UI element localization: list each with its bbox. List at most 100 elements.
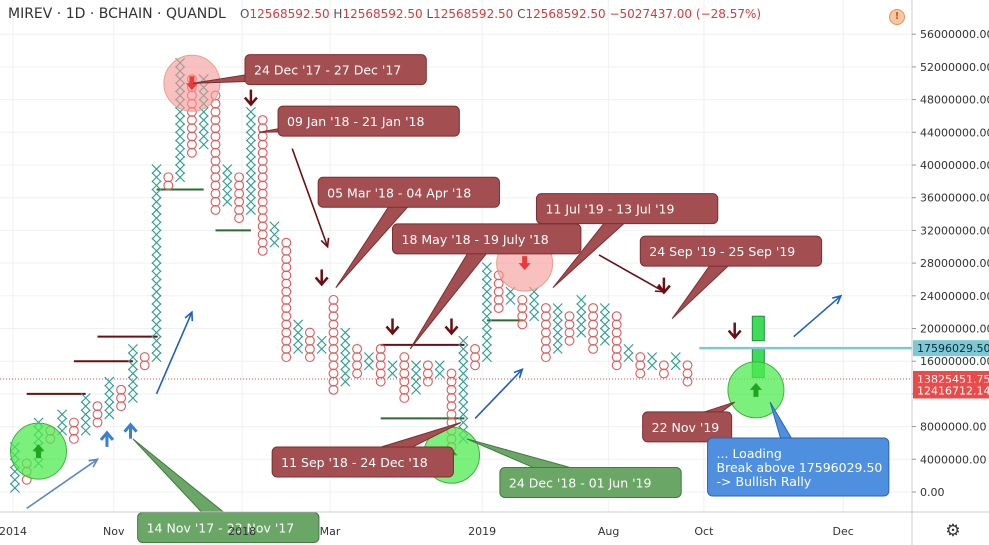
- x-box: [127, 392, 138, 403]
- exclamation-icon[interactable]: !: [889, 9, 905, 25]
- pnf-column: [210, 90, 221, 215]
- o-box: [281, 311, 292, 322]
- o-box: [611, 311, 622, 322]
- y-tick-label: 44000000.00: [920, 126, 989, 139]
- pnf-column: [552, 303, 563, 354]
- x-box: [151, 204, 162, 215]
- callout-text: 24 Dec '17 - 27 Dec '17: [254, 63, 401, 78]
- trend-arrow: [793, 294, 843, 338]
- o-box: [588, 343, 599, 354]
- x-box: [458, 343, 469, 354]
- x-box: [481, 286, 492, 297]
- o-box: [352, 343, 363, 354]
- o-box: [281, 352, 292, 363]
- x-box: [387, 368, 398, 379]
- x-box: [222, 180, 233, 191]
- x-box: [481, 335, 492, 346]
- ohlc-item: O12568592.50: [240, 7, 333, 21]
- pnf-column: [470, 343, 481, 371]
- x-box: [458, 409, 469, 420]
- arrow-down-icon: [518, 256, 531, 271]
- x-box: [80, 392, 91, 403]
- o-box: [234, 172, 245, 183]
- pnf-column: [352, 343, 363, 379]
- x-box: [104, 401, 115, 412]
- callouts: 24 Dec '17 - 27 Dec '17 09 Jan '18 - 21 J…: [132, 54, 890, 543]
- x-box: [245, 139, 256, 150]
- o-box: [446, 401, 457, 412]
- x-box: [269, 221, 280, 232]
- y-tick-label: 56000000.00: [920, 28, 989, 41]
- pnf-column: [564, 311, 575, 346]
- x-box: [293, 343, 304, 354]
- trend-arrow-shaft: [291, 148, 329, 248]
- x-box: [151, 311, 162, 322]
- pnf-column: [458, 335, 469, 444]
- o-box: [375, 376, 386, 387]
- pnf-column: [505, 286, 516, 305]
- trend-arrow: [155, 310, 194, 395]
- pnf-column: [529, 286, 540, 322]
- gear-icon[interactable]: ⚙: [945, 521, 961, 541]
- o-box: [92, 409, 103, 420]
- x-box: [198, 131, 209, 142]
- trend-arrow-shaft: [598, 254, 665, 293]
- callout-box: [642, 411, 733, 443]
- o-box: [210, 196, 221, 207]
- pnf-column: [517, 294, 528, 330]
- o-box: [304, 327, 315, 338]
- o-box: [446, 368, 457, 379]
- x-box: [481, 319, 492, 330]
- pnf-column: [387, 360, 398, 379]
- o-box: [635, 360, 646, 371]
- x-tick-label: 2018: [228, 525, 256, 538]
- o-box: [257, 131, 268, 142]
- o-box: [611, 319, 622, 330]
- y-tick-label: 8000000.00: [920, 421, 986, 434]
- down-marker: [727, 322, 742, 340]
- o-box: [564, 311, 575, 322]
- x-box: [104, 384, 115, 395]
- trend-arrow: [474, 368, 524, 419]
- o-box: [234, 196, 245, 207]
- pnf-column: [104, 376, 115, 420]
- callout-text: 18 May '18 - 19 July '18: [402, 232, 549, 247]
- o-box: [517, 294, 528, 305]
- x-box: [222, 172, 233, 183]
- o-box: [210, 155, 221, 166]
- x-box: [316, 343, 327, 354]
- o-box: [564, 327, 575, 338]
- x-box: [127, 352, 138, 363]
- callout: 11 Sep '18 - 24 Dec '18: [271, 422, 462, 478]
- o-box: [540, 343, 551, 354]
- o-box: [493, 286, 504, 297]
- o-box: [422, 376, 433, 387]
- pnf-column: [670, 352, 681, 371]
- x-box: [411, 376, 422, 387]
- o-box: [92, 401, 103, 412]
- o-box: [257, 229, 268, 240]
- o-box: [399, 368, 410, 379]
- ohlc-item: H12568592.50: [333, 7, 426, 21]
- o-box: [234, 205, 245, 215]
- ohlc-value: −5027437.00 (−28.57%): [609, 7, 762, 21]
- pnf-column: [92, 401, 103, 428]
- x-box: [293, 327, 304, 338]
- o-box: [517, 311, 528, 322]
- callout-box: [271, 446, 454, 478]
- pnf-column: [623, 343, 634, 363]
- callout: 09 Jan '18 - 21 Jan '18: [259, 105, 460, 137]
- o-box: [517, 303, 528, 314]
- x-box: [245, 106, 256, 117]
- o-box: [682, 376, 693, 387]
- o-box: [210, 139, 221, 150]
- x-box: [458, 368, 469, 379]
- callout-text: Break above 17596029.50: [717, 460, 883, 475]
- pnf-column: [576, 294, 587, 338]
- o-box: [281, 303, 292, 314]
- x-box: [481, 294, 492, 305]
- o-box: [328, 303, 339, 314]
- o-box: [281, 286, 292, 297]
- x-box: [576, 311, 587, 322]
- x-box: [175, 155, 186, 166]
